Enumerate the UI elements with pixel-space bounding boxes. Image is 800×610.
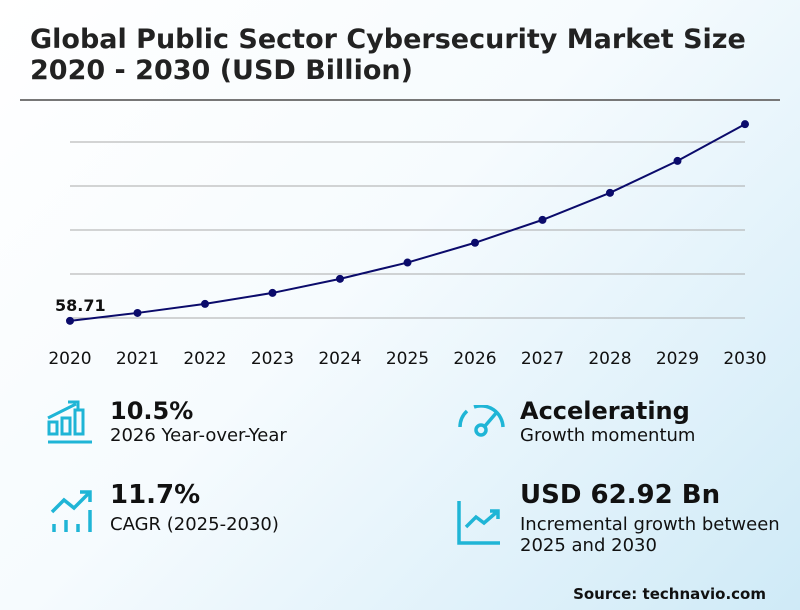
x-tick-label: 2027: [521, 349, 564, 369]
stat-yoy: 10.5% 2026 Year-over-Year: [110, 397, 287, 446]
x-tick-label: 2026: [453, 349, 496, 369]
stat-cagr: 11.7% CAGR (2025-2030): [110, 480, 279, 535]
title-divider: [20, 99, 780, 101]
data-point: [606, 188, 614, 197]
stat-label: Incremental growth between 2025 and 2030: [520, 514, 780, 556]
data-point: [201, 299, 209, 308]
data-point: [471, 238, 479, 247]
x-tick-label: 2024: [318, 349, 361, 369]
bar-chart-growth-icon: [47, 400, 92, 444]
line-chart: 2020 2021 2022 2023 2024 2025 2026 2027 2028 2029…: [48, 120, 767, 369]
data-point: [133, 308, 142, 317]
stat-label: Growth momentum: [520, 425, 696, 446]
data-point: [268, 288, 277, 297]
stat-incremental: USD 62.92 Bn Incremental growth between …: [520, 480, 780, 556]
stat-value: USD 62.92 Bn: [520, 480, 721, 510]
x-tick-label: 2023: [251, 349, 294, 369]
stat-momentum: Accelerating Growth momentum: [520, 397, 695, 446]
x-tick-label: 2029: [656, 349, 699, 369]
x-tick-label: 2025: [386, 349, 429, 369]
data-point: [673, 156, 682, 165]
data-point: [336, 274, 344, 283]
x-tick-label: 2021: [116, 349, 159, 369]
stat-value: Accelerating: [520, 397, 690, 425]
data-label: 58.71: [55, 296, 106, 315]
data-point: [66, 316, 74, 325]
line-chart-up-icon: [457, 501, 500, 545]
stat-value: 10.5%: [110, 397, 194, 425]
data-point: [538, 215, 547, 224]
stat-label: CAGR (2025-2030): [110, 514, 279, 535]
trend-up-bars-icon: [50, 490, 92, 532]
speedometer-icon: [458, 405, 505, 437]
data-point: [403, 258, 412, 267]
x-tick-label: 2022: [183, 349, 226, 369]
stat-label: 2026 Year-over-Year: [110, 425, 287, 446]
data-point: [741, 120, 749, 129]
x-tick-label: 2030: [723, 349, 766, 369]
x-tick-label: 2020: [48, 349, 91, 369]
stat-value: 11.7%: [110, 480, 201, 510]
source-label: Source: technavio.com: [573, 585, 766, 603]
series-line: [69, 123, 746, 322]
x-tick-label: 2028: [588, 349, 631, 369]
chart-title: Global Public Sector Cybersecurity Marke…: [30, 24, 746, 86]
